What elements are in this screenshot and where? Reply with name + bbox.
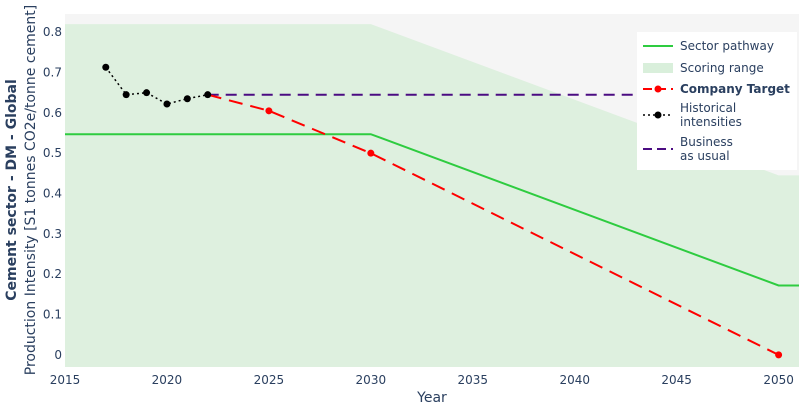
x-axis-ticks: 2015 2020 2025 2030 2035 2040 2045 2050: [50, 373, 794, 387]
x-tick-label: 2020: [152, 373, 183, 387]
y-tick-label: 0.1: [43, 308, 62, 322]
company-target-point: [367, 149, 375, 157]
y-axis-title-line2: Production Intensity [S1 tonnes CO2e/ton…: [23, 5, 39, 375]
company-target-point: [265, 107, 273, 115]
y-tick-label: 0.5: [43, 146, 62, 160]
x-tick-label: 2045: [661, 373, 692, 387]
x-tick-label: 2035: [458, 373, 489, 387]
historical-point: [102, 63, 110, 71]
y-tick-label: 0.7: [43, 65, 62, 79]
legend-symbol-scoring-range: [643, 63, 673, 73]
historical-point: [183, 95, 191, 103]
y-tick-label: 0.6: [43, 106, 62, 120]
legend: Sector pathway Scoring range Company Targe…: [637, 32, 797, 170]
legend-label-business-as-usual: as usual: [680, 149, 730, 163]
y-tick-label: 0.4: [43, 187, 62, 201]
y-tick-label: 0.2: [43, 267, 62, 281]
legend-label-business-as-usual: Business: [680, 135, 733, 149]
historical-point: [143, 89, 151, 97]
x-tick-label: 2050: [763, 373, 794, 387]
historical-point: [122, 91, 130, 99]
marker-layer: [102, 63, 783, 359]
x-tick-label: 2040: [559, 373, 590, 387]
series-company-target-line: [207, 93, 780, 356]
legend-box: [637, 32, 797, 170]
company-target-point: [775, 351, 783, 359]
series-scoring-range-area: [65, 24, 799, 367]
area-layer: [65, 24, 799, 367]
historical-point: [163, 100, 171, 108]
series-historical-line: [105, 66, 208, 105]
legend-label-company-target: Company Target: [680, 82, 790, 96]
y-axis-title-line1: Cement sector - DM - Global: [4, 79, 20, 301]
y-axis-ticks: 0 0.1 0.2 0.3 0.4 0.5 0.6 0.7 0.8: [43, 25, 62, 362]
legend-symbol-company-target: [643, 85, 673, 93]
x-axis-title: Year: [416, 390, 447, 406]
x-tick-label: 2015: [50, 373, 81, 387]
legend-symbol-historical: [643, 111, 673, 119]
legend-label-scoring-range: Scoring range: [680, 61, 764, 75]
y-tick-label: 0.8: [43, 25, 62, 39]
legend-label-sector-pathway: Sector pathway: [680, 39, 774, 53]
series-sector-pathway-line: [65, 133, 799, 287]
y-tick-label: 0.3: [43, 227, 62, 241]
historical-point: [204, 91, 212, 99]
x-tick-label: 2030: [356, 373, 387, 387]
x-tick-label: 2025: [254, 373, 285, 387]
y-tick-label: 0: [54, 348, 62, 362]
legend-label-historical: intensities: [680, 115, 742, 129]
legend-label-historical: Historical: [680, 101, 736, 115]
